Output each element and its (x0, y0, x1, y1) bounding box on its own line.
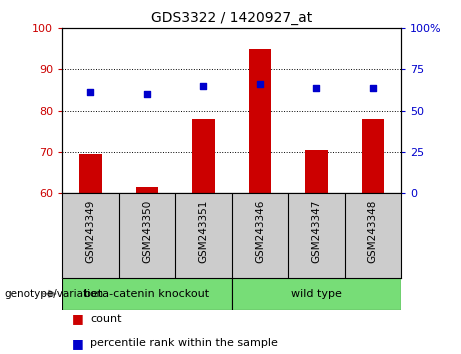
Text: GSM243348: GSM243348 (368, 200, 378, 263)
Text: wild type: wild type (291, 289, 342, 299)
Bar (305, 150, 328, 193)
Bar (136, 187, 158, 193)
Text: GSM243350: GSM243350 (142, 200, 152, 263)
Text: ■: ■ (71, 312, 83, 325)
Title: GDS3322 / 1420927_at: GDS3322 / 1420927_at (151, 11, 312, 24)
Text: GSM243349: GSM243349 (85, 200, 95, 263)
Text: percentile rank within the sample: percentile rank within the sample (90, 338, 278, 348)
Bar (79, 154, 102, 193)
Text: count: count (90, 314, 121, 324)
Bar (62, 278, 231, 310)
Point (200, 83, 207, 89)
Bar (248, 49, 271, 193)
Text: ■: ■ (71, 337, 83, 350)
Bar (192, 119, 215, 193)
Bar (231, 278, 401, 310)
Text: GSM243351: GSM243351 (198, 200, 208, 263)
Point (369, 85, 377, 91)
Bar (361, 119, 384, 193)
Text: beta-catenin knockout: beta-catenin knockout (84, 289, 209, 299)
Point (87, 89, 94, 95)
Text: GSM243346: GSM243346 (255, 200, 265, 263)
Text: genotype/variation: genotype/variation (5, 289, 104, 299)
Point (143, 91, 151, 97)
Text: GSM243347: GSM243347 (311, 200, 321, 263)
Point (256, 81, 264, 87)
Point (313, 85, 320, 91)
